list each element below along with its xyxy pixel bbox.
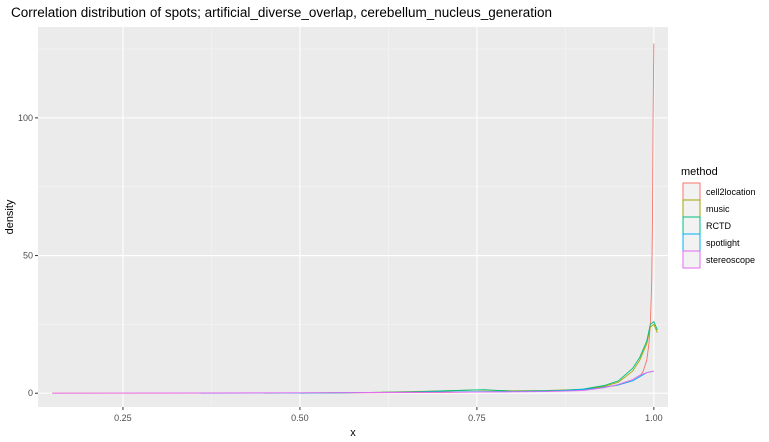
axis-ticks: 0.25 0.50 0.75 1.00 0 50 100 xyxy=(18,113,663,423)
legend-key-stereoscope xyxy=(682,250,701,269)
legend-key-spotlight xyxy=(682,233,701,252)
x-tick-label: 0.25 xyxy=(114,413,132,423)
x-tick-label: 1.00 xyxy=(645,413,663,423)
legend-title: method xyxy=(681,166,718,178)
x-tick-label: 0.50 xyxy=(291,413,309,423)
y-axis-label: density xyxy=(4,199,16,234)
x-axis-label: x xyxy=(350,427,356,439)
legend: method cell2location music RCTD spotlight st… xyxy=(681,166,756,269)
legend-label-spotlight: spotlight xyxy=(706,238,740,248)
plot-panel xyxy=(38,27,668,407)
y-tick-label: 50 xyxy=(23,251,33,261)
legend-key-rctd xyxy=(682,216,701,235)
minor-gridlines xyxy=(38,27,668,407)
legend-label-stereoscope: stereoscope xyxy=(706,255,755,265)
x-tick-label: 0.75 xyxy=(468,413,486,423)
legend-label-music: music xyxy=(706,204,730,214)
chart-title: Correlation distribution of spots; artif… xyxy=(11,5,552,20)
density-line-stereoscope xyxy=(52,370,654,394)
legend-label-cell2location: cell2location xyxy=(706,187,756,197)
y-tick-label: 0 xyxy=(28,388,33,398)
legend-key-cell2location xyxy=(682,182,701,201)
legend-key-music xyxy=(682,199,701,218)
y-tick-label: 100 xyxy=(18,113,33,123)
legend-label-rctd: RCTD xyxy=(706,221,731,231)
legend-items: cell2location music RCTD spotlight stereosco… xyxy=(682,182,756,269)
density-curves xyxy=(52,43,658,394)
density-line-rctd xyxy=(299,321,658,394)
